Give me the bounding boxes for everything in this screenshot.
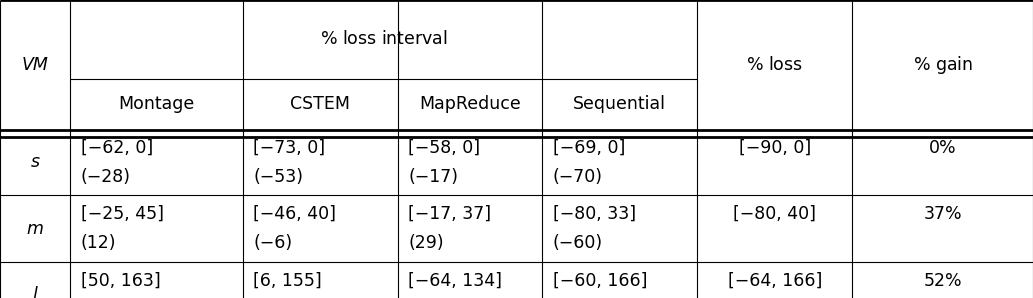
Text: [−46, 40]: [−46, 40] [253, 205, 336, 223]
Text: (−53): (−53) [253, 168, 303, 186]
Text: (−60): (−60) [553, 235, 603, 252]
Text: MapReduce: MapReduce [419, 95, 521, 113]
Text: 52%: 52% [924, 271, 962, 290]
Text: [−80, 40]: [−80, 40] [733, 205, 816, 223]
Text: (29): (29) [408, 235, 443, 252]
Text: [−17, 37]: [−17, 37] [408, 205, 491, 223]
Text: 37%: 37% [924, 205, 962, 223]
Text: CSTEM: CSTEM [290, 95, 350, 113]
Text: VM: VM [22, 56, 49, 74]
Text: [−58, 0]: [−58, 0] [408, 139, 480, 157]
Text: (−28): (−28) [81, 168, 130, 186]
Text: [−62, 0]: [−62, 0] [81, 139, 153, 157]
Text: [−25, 45]: [−25, 45] [81, 205, 163, 223]
Text: [50, 163]: [50, 163] [81, 271, 160, 290]
Text: $\%$ loss interval: $\%$ loss interval [320, 30, 447, 49]
Text: Montage: Montage [119, 95, 194, 113]
Text: [−80, 33]: [−80, 33] [553, 205, 635, 223]
Text: 0%: 0% [929, 139, 957, 157]
Text: (12): (12) [81, 235, 116, 252]
Text: [−60, 166]: [−60, 166] [553, 271, 647, 290]
Text: $\%$ gain: $\%$ gain [912, 54, 973, 76]
Text: (−17): (−17) [408, 168, 458, 186]
Text: s: s [31, 153, 39, 171]
Text: (−70): (−70) [553, 168, 602, 186]
Text: m: m [27, 220, 43, 238]
Text: [−69, 0]: [−69, 0] [553, 139, 625, 157]
Text: $\%$ loss: $\%$ loss [747, 56, 803, 74]
Text: (−6): (−6) [253, 235, 292, 252]
Text: [−73, 0]: [−73, 0] [253, 139, 325, 157]
Text: [−64, 134]: [−64, 134] [408, 271, 502, 290]
Text: [6, 155]: [6, 155] [253, 271, 322, 290]
Text: [−64, 166]: [−64, 166] [727, 271, 822, 290]
Text: [−90, 0]: [−90, 0] [739, 139, 811, 157]
Text: l: l [33, 286, 37, 298]
Text: Sequential: Sequential [573, 95, 666, 113]
